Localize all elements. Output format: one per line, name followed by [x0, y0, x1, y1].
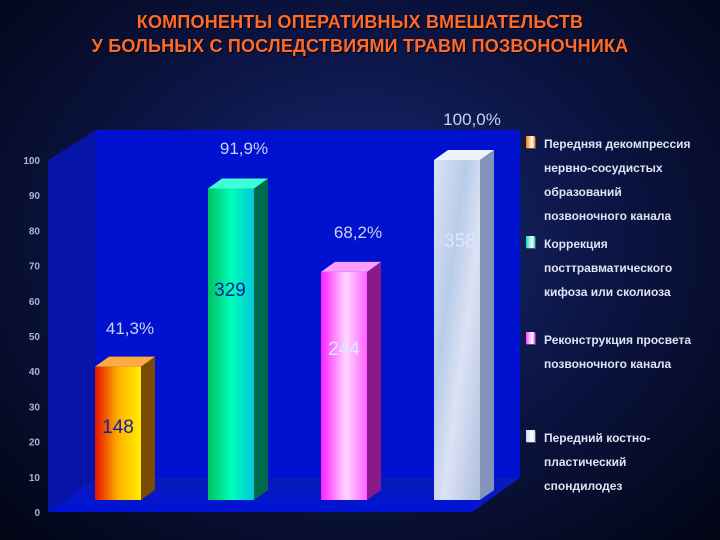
y-tick-label: 0: [34, 508, 40, 519]
count-label: 358: [444, 231, 476, 252]
legend-label-line: нервно-сосудистых: [544, 161, 663, 175]
floor: [48, 478, 520, 512]
legend-swatch: [526, 332, 535, 344]
bar: [208, 188, 254, 500]
data-labels: 41,3% 148 91,9% 329 68,2% 244 100,0% 358: [102, 110, 501, 438]
legend-swatch: [526, 136, 535, 148]
bar: [434, 160, 480, 500]
y-tick-label: 80: [29, 226, 41, 237]
legend-swatch: [526, 430, 535, 442]
legend-label-line: посттравматического: [544, 261, 673, 275]
y-tick-label: 60: [29, 297, 41, 308]
y-tick-label: 100: [23, 156, 40, 167]
bars: [95, 150, 494, 500]
percent-label: 68,2%: [334, 223, 382, 242]
bar-side: [480, 150, 494, 500]
y-axis-ticks: 0 10 20 30 40 50 60 70 80 90 100: [23, 156, 40, 519]
bar: [95, 366, 141, 500]
y-tick-label: 40: [29, 367, 41, 378]
count-label: 148: [102, 417, 134, 438]
y-tick-label: 50: [29, 332, 41, 343]
bar-top: [321, 261, 381, 272]
legend-label-line: Передняя декомпрессия: [544, 137, 691, 151]
legend-swatch: [526, 236, 535, 248]
legend-label-line: пластический: [544, 455, 627, 469]
legend-label: Реконструкция просвета позвоночного канал…: [544, 328, 714, 376]
legend-label-line: Передний костно-: [544, 431, 651, 445]
count-label: 244: [328, 339, 360, 360]
bar: [321, 271, 367, 500]
bar-top: [434, 150, 494, 160]
legend-label: Коррекция посттравматического кифоза или с…: [544, 232, 714, 304]
legend-label-line: позвоночного канала: [544, 209, 672, 223]
chart-title-line-2: У БОЛЬНЫХ С ПОСЛЕДСТВИЯМИ ТРАВМ ПОЗВОНОЧ…: [91, 36, 629, 56]
bar-side: [254, 178, 268, 500]
y-tick-label: 20: [29, 438, 41, 449]
chart-walls: [48, 130, 520, 512]
y-tick-label: 90: [29, 191, 41, 202]
side-wall: [48, 130, 96, 512]
legend-label: Передняя декомпрессия нервно-сосудистых об…: [544, 132, 714, 228]
legend-label-line: позвоночного канала: [544, 357, 672, 371]
legend-label-line: спондилодез: [544, 479, 623, 493]
percent-label: 41,3%: [106, 319, 154, 338]
legend-label-line: Коррекция: [544, 237, 608, 251]
chart-title-line-1: КОМПОНЕНТЫ ОПЕРАТИВНЫХ ВМЕШАТЕЛЬСТВ: [136, 12, 584, 32]
legend-label-line: Реконструкция просвета: [544, 333, 692, 347]
bar-top: [208, 178, 268, 189]
legend-label-line: образований: [544, 185, 622, 199]
y-tick-label: 70: [29, 262, 41, 273]
count-label: 329: [214, 280, 246, 301]
percent-label: 100,0%: [443, 110, 501, 129]
bar-top: [95, 356, 155, 367]
legend-label-line: кифоза или сколиоза: [544, 285, 671, 299]
legend-label: Передний костно-пластический спондилодез: [544, 426, 714, 498]
y-tick-label: 10: [29, 473, 41, 484]
chart-title: КОМПОНЕНТЫ ОПЕРАТИВНЫХ ВМЕШАТЕЛЬСТВ У БО…: [0, 10, 720, 58]
bar-side: [141, 356, 155, 500]
percent-label: 91,9%: [220, 139, 268, 158]
back-wall: [96, 130, 520, 478]
bar-side: [367, 261, 381, 500]
y-tick-label: 30: [29, 402, 41, 413]
